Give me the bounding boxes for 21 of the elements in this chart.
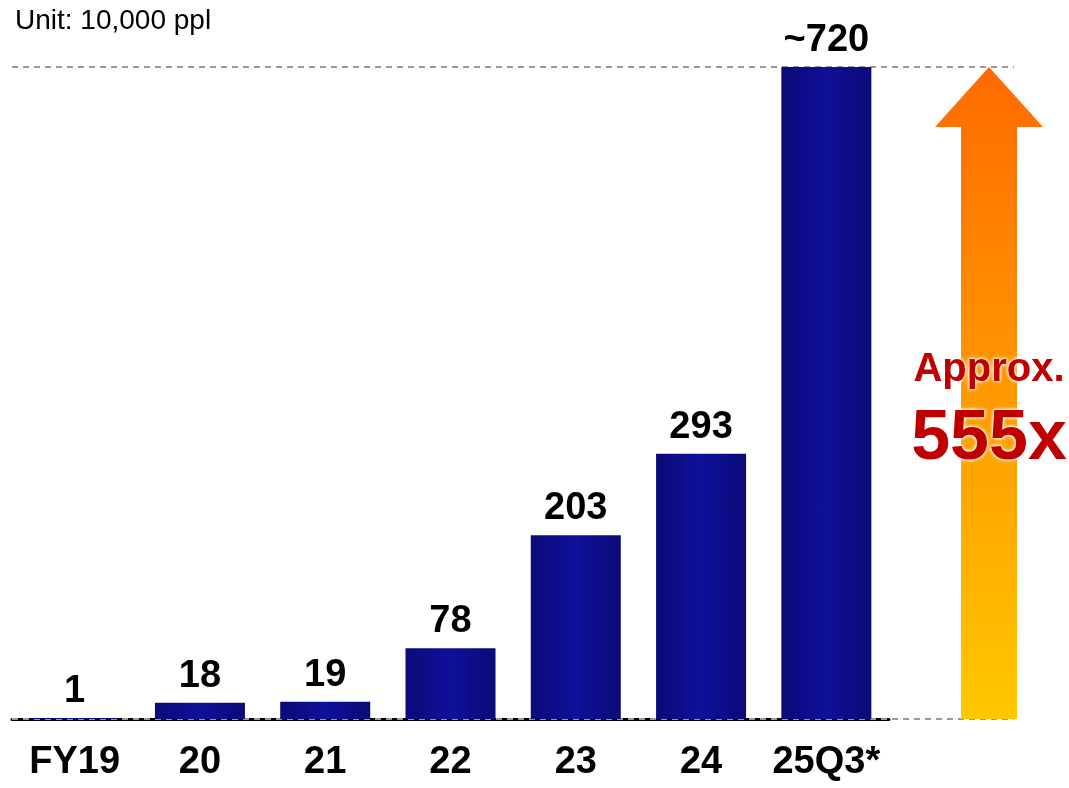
x-tick-label: 24 — [679, 739, 723, 781]
chart-subtitle: Unit: 10,000 ppl — [15, 3, 212, 35]
bar — [530, 535, 621, 719]
bar — [656, 453, 747, 719]
bar — [154, 702, 245, 719]
data-label: 293 — [669, 403, 733, 446]
data-label: 1 — [64, 668, 86, 711]
data-label: 203 — [544, 485, 608, 528]
x-tick-label: 25Q3* — [772, 739, 881, 781]
x-tick-label: 20 — [178, 739, 222, 781]
data-label: 19 — [304, 651, 347, 694]
x-tick-label: FY19 — [29, 739, 121, 781]
data-label: 18 — [178, 652, 222, 695]
bar — [405, 648, 496, 719]
data-label: ~720 — [783, 17, 870, 59]
x-tick-label: 21 — [304, 739, 347, 781]
bar — [781, 67, 872, 719]
x-tick-label: 22 — [429, 739, 472, 781]
bar — [280, 701, 371, 719]
x-tick-label: 23 — [554, 739, 597, 781]
data-label: 78 — [429, 598, 472, 641]
